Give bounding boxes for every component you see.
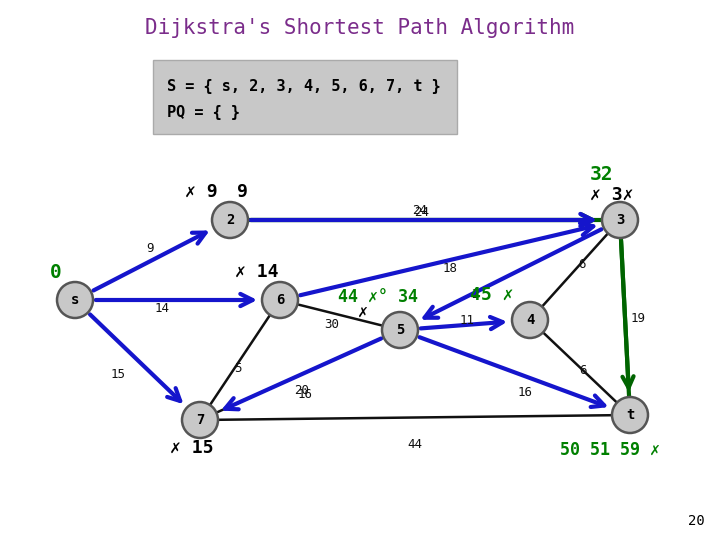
Circle shape <box>382 312 418 348</box>
Text: 24: 24 <box>415 206 430 219</box>
Text: 14: 14 <box>155 301 169 314</box>
Text: 9: 9 <box>237 183 248 201</box>
Text: 6: 6 <box>578 259 586 272</box>
Text: 44: 44 <box>408 438 423 451</box>
Circle shape <box>602 202 638 238</box>
Text: 50 51 59 ✗: 50 51 59 ✗ <box>560 441 660 459</box>
Text: 16: 16 <box>518 386 533 399</box>
Text: 20: 20 <box>688 514 705 528</box>
Text: ✗ 9: ✗ 9 <box>185 183 217 201</box>
Text: 6: 6 <box>580 363 587 376</box>
Text: 9: 9 <box>146 241 154 254</box>
Text: 3: 3 <box>616 213 624 227</box>
Circle shape <box>262 282 298 318</box>
Text: 2: 2 <box>472 288 479 301</box>
Text: 5: 5 <box>396 323 404 337</box>
Text: 2: 2 <box>226 213 234 227</box>
Text: 20: 20 <box>294 383 310 396</box>
Text: 18: 18 <box>443 261 457 274</box>
Text: 0: 0 <box>50 262 62 281</box>
Text: 5: 5 <box>234 361 242 375</box>
Text: Dijkstra's Shortest Path Algorithm: Dijkstra's Shortest Path Algorithm <box>145 18 575 38</box>
Text: 19: 19 <box>631 312 646 325</box>
Text: 16: 16 <box>297 388 312 402</box>
Text: t: t <box>626 408 634 422</box>
Text: 7: 7 <box>196 413 204 427</box>
Text: 44 ✗° 34: 44 ✗° 34 <box>338 289 418 307</box>
Text: 11: 11 <box>459 314 474 327</box>
Text: s: s <box>71 293 79 307</box>
Text: 32: 32 <box>590 165 613 185</box>
Text: 24: 24 <box>413 204 428 217</box>
Text: 45 ✗: 45 ✗ <box>470 286 513 304</box>
Text: ✗ 3✗: ✗ 3✗ <box>590 186 634 204</box>
Text: 15: 15 <box>110 368 125 381</box>
Circle shape <box>612 397 648 433</box>
Circle shape <box>57 282 93 318</box>
Circle shape <box>512 302 548 338</box>
FancyBboxPatch shape <box>153 60 457 134</box>
Text: S = { s, 2, 3, 4, 5, 6, 7, t }: S = { s, 2, 3, 4, 5, 6, 7, t } <box>167 79 441 94</box>
Text: 6: 6 <box>276 293 284 307</box>
Text: PQ = { }: PQ = { } <box>167 105 240 119</box>
Text: 4: 4 <box>526 313 534 327</box>
Text: ✗ 15: ✗ 15 <box>170 439 214 457</box>
Text: 30: 30 <box>325 319 340 332</box>
Text: ✗: ✗ <box>358 303 368 321</box>
Text: ✗ 14: ✗ 14 <box>235 263 279 281</box>
Circle shape <box>182 402 218 438</box>
Circle shape <box>212 202 248 238</box>
